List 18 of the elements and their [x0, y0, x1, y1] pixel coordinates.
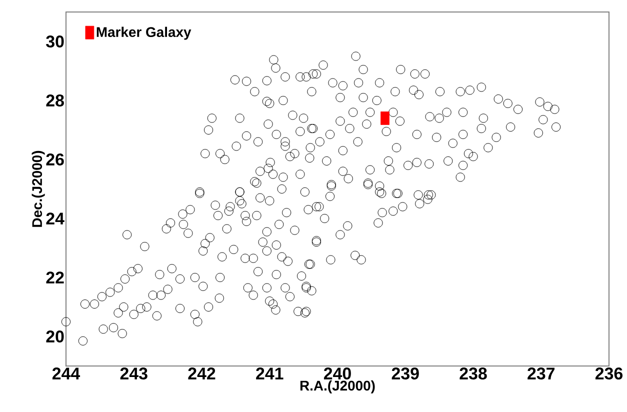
legend-label: Marker Galaxy: [96, 26, 192, 40]
y-axis-title: Dec.(J2000): [32, 150, 45, 227]
x-tick-label: 240: [324, 368, 351, 380]
y-tick-label: 24: [46, 212, 64, 224]
y-tick-label: 28: [46, 94, 64, 106]
x-tick-label: 237: [528, 368, 554, 380]
x-tick-label: 243: [120, 368, 148, 380]
x-tick-label: 239: [392, 368, 419, 380]
x-tick-label: 236: [595, 368, 623, 380]
y-tick-label: 22: [46, 272, 64, 284]
x-axis-title: R.A.(J2000): [300, 380, 375, 394]
y-tick-label: 30: [46, 35, 64, 48]
x-tick-label: 241: [256, 368, 284, 380]
x-tick-label: 242: [188, 368, 216, 380]
y-tick-label: 20: [46, 330, 64, 342]
y-tick-label: 26: [46, 154, 64, 166]
x-tick-label: 244: [52, 368, 80, 380]
x-tick-label: 238: [460, 368, 487, 380]
